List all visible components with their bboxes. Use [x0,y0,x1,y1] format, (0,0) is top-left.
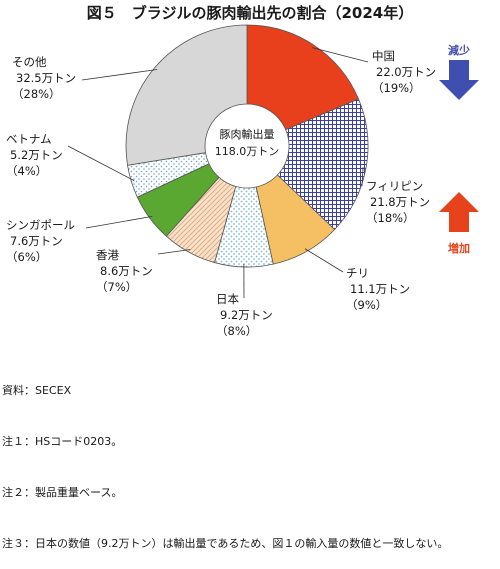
label-others-value: 32.5万トン [16,71,76,85]
note-2: 注２：製品重量ベース。 [2,484,500,501]
label-chile-value: 11.1万トン [350,282,410,296]
leader-line-chile [305,249,343,272]
label-hongkong-name: 香港 [96,248,119,262]
label-vietnam-value: 5.2万トン [10,148,63,162]
label-singapore-name: シンガポール [6,218,75,232]
leader-line-others [82,69,157,80]
label-chile-name: チリ [346,266,369,280]
label-others-percent: （28%） [12,87,61,101]
note-1: 注１：HSコード0203。 [2,433,500,450]
label-others-name: その他 [12,55,47,69]
label-philippines-name: フィリピン [366,179,423,193]
increase-label: 増加 [448,241,470,255]
label-singapore-percent: （6%） [6,250,47,264]
leader-line-hongkong [158,250,190,254]
label-hongkong-value: 8.6万トン [100,264,153,278]
label-china-value: 22.0万トン [376,65,436,79]
label-japan-name: 日本 [216,292,239,306]
label-japan-value: 9.2万トン [220,308,273,322]
leader-line-vietnam [68,146,134,181]
label-vietnam-percent: （4%） [6,164,47,178]
decrease-label: 減少 [448,43,470,57]
donut-chart: 豚肉輸出量 118.0万トン 中国 22.0万トン （19%） フィリピン 21.8万ト… [0,0,500,345]
leader-line-singapore [86,216,152,228]
label-japan-percent: （8%） [216,324,257,338]
note-source: 資料：SECEX [2,382,500,399]
label-hongkong-percent: （7%） [96,280,137,294]
center-label-total: 118.0万トン [215,145,280,158]
decrease-arrow-icon [439,60,479,100]
label-philippines-percent: （18%） [366,211,415,225]
label-china-percent: （19%） [372,81,421,95]
center-label-title: 豚肉輸出量 [220,127,275,141]
note-3: 注３：日本の数値（9.2万トン）は輸出量であるため、図１の輸入量の数値と一致しな… [2,535,500,552]
label-vietnam-name: ベトナム [6,132,52,146]
label-singapore-value: 7.6万トン [10,234,63,248]
increase-arrow-icon [439,192,479,232]
label-chile-percent: （9%） [346,298,387,312]
label-philippines-value: 21.8万トン [370,195,430,209]
notes: 資料：SECEX 注１：HSコード0203。 注２：製品重量ベース。 注３：日本… [2,348,500,569]
label-china-name: 中国 [372,49,395,63]
